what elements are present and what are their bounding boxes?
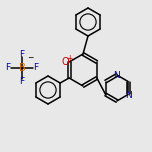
- Text: F: F: [33, 64, 39, 73]
- Text: O: O: [61, 57, 69, 67]
- Text: F: F: [19, 77, 25, 86]
- Text: N: N: [114, 71, 120, 81]
- Text: N: N: [125, 91, 131, 100]
- Text: F: F: [5, 64, 10, 73]
- Text: B: B: [19, 63, 25, 73]
- Text: F: F: [19, 50, 25, 59]
- Text: +: +: [66, 54, 73, 63]
- Text: −: −: [27, 54, 33, 62]
